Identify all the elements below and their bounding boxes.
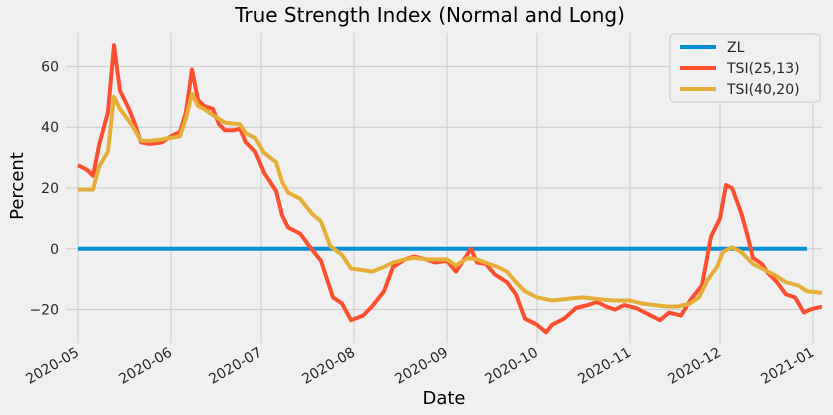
y-axis-label: Percent <box>7 152 28 220</box>
y-tick-labels: −20 0 20 40 60 <box>29 59 59 318</box>
x-axis-label: Date <box>422 388 465 409</box>
legend: ZL TSI(25,13) TSI(40,20) <box>669 33 821 103</box>
y-tick-label: 40 <box>41 120 59 136</box>
legend-label: ZL <box>727 40 745 56</box>
legend-label: TSI(25,13) <box>726 61 800 77</box>
y-tick-label: 60 <box>41 59 59 75</box>
legend-label: TSI(40,20) <box>726 82 800 98</box>
series-line-tsi-40-20 <box>78 91 823 309</box>
y-tick-label: 0 <box>50 242 59 258</box>
y-tick-label: −20 <box>29 303 59 319</box>
series-line-tsi-25-13 <box>77 43 823 335</box>
y-tick-label: 20 <box>41 181 59 197</box>
chart-title: True Strength Index (Normal and Long) <box>234 3 625 27</box>
series-lines <box>77 43 823 335</box>
legend-box <box>669 33 821 103</box>
